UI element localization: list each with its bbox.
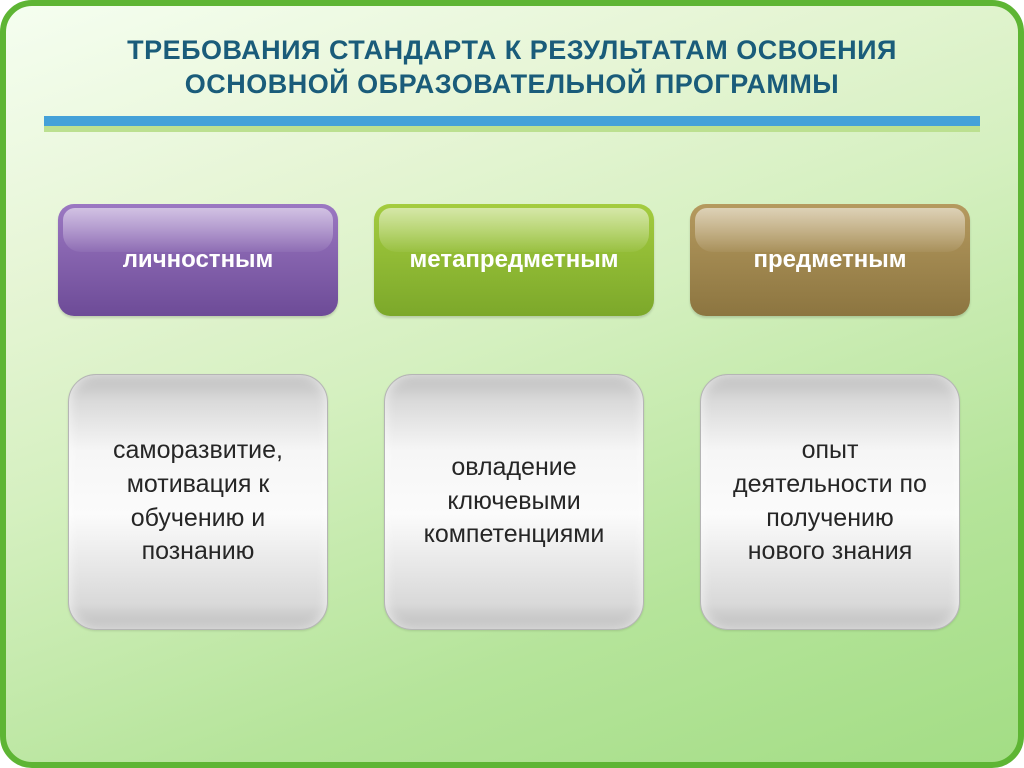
column-personal: личностным саморазвитие, мотивация к обу…	[58, 204, 338, 630]
body-subject-text: опыт деятельности по получению нового зн…	[725, 434, 935, 569]
slide-frame: ТРЕБОВАНИЯ СТАНДАРТА К РЕЗУЛЬТАТАМ ОСВОЕ…	[0, 0, 1024, 768]
header-meta-label: метапредметным	[410, 246, 619, 274]
divider-blue	[44, 116, 980, 126]
header-personal-label: личностным	[123, 246, 274, 274]
header-personal: личностным	[58, 204, 338, 316]
body-subject: опыт деятельности по получению нового зн…	[700, 374, 960, 630]
slide-title: ТРЕБОВАНИЯ СТАНДАРТА К РЕЗУЛЬТАТАМ ОСВОЕ…	[6, 26, 1018, 116]
header-subject-label: предметным	[753, 246, 906, 274]
columns-container: личностным саморазвитие, мотивация к обу…	[6, 132, 1018, 630]
body-meta-text: овладение ключевыми компетенциями	[409, 451, 619, 552]
header-meta: метапредметным	[374, 204, 654, 316]
column-subject: предметным опыт деятельности по получени…	[690, 204, 970, 630]
body-personal: саморазвитие, мотивация к обучению и поз…	[68, 374, 328, 630]
body-meta: овладение ключевыми компетенциями	[384, 374, 644, 630]
header-subject: предметным	[690, 204, 970, 316]
body-personal-text: саморазвитие, мотивация к обучению и поз…	[93, 434, 303, 569]
column-meta: метапредметным овладение ключевыми компе…	[374, 204, 654, 630]
